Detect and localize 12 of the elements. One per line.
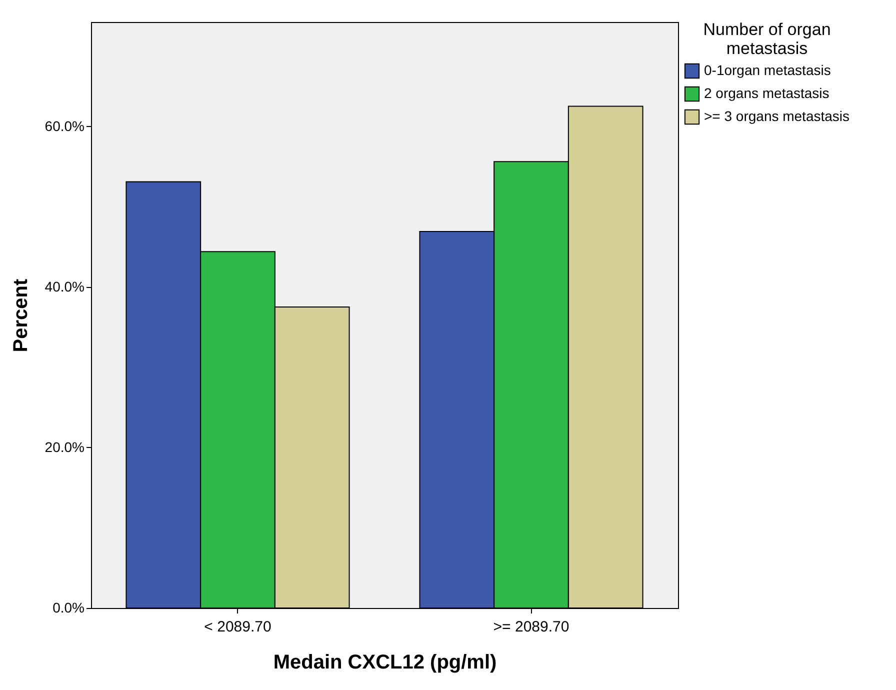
y-tick-label: 20.0% <box>44 438 84 455</box>
legend-title: Number of organ metastasis <box>703 20 831 58</box>
legend-label: 2 organs metastasis <box>704 85 830 101</box>
y-tick-label: 60.0% <box>44 118 84 134</box>
x-tick-label: >= 2089.70 <box>493 618 570 636</box>
legend-label: 0-1organ metastasis <box>704 62 831 78</box>
x-tick-label: < 2089.70 <box>204 618 272 636</box>
y-tick-label: 0.0% <box>52 600 84 616</box>
legend-label: >= 3 organs metastasis <box>704 108 850 124</box>
x-axis-title: Medain CXCL12 (pg/ml) <box>273 652 497 674</box>
y-axis-title: Percent <box>10 278 32 352</box>
y-tick-label: 40.0% <box>44 278 84 294</box>
